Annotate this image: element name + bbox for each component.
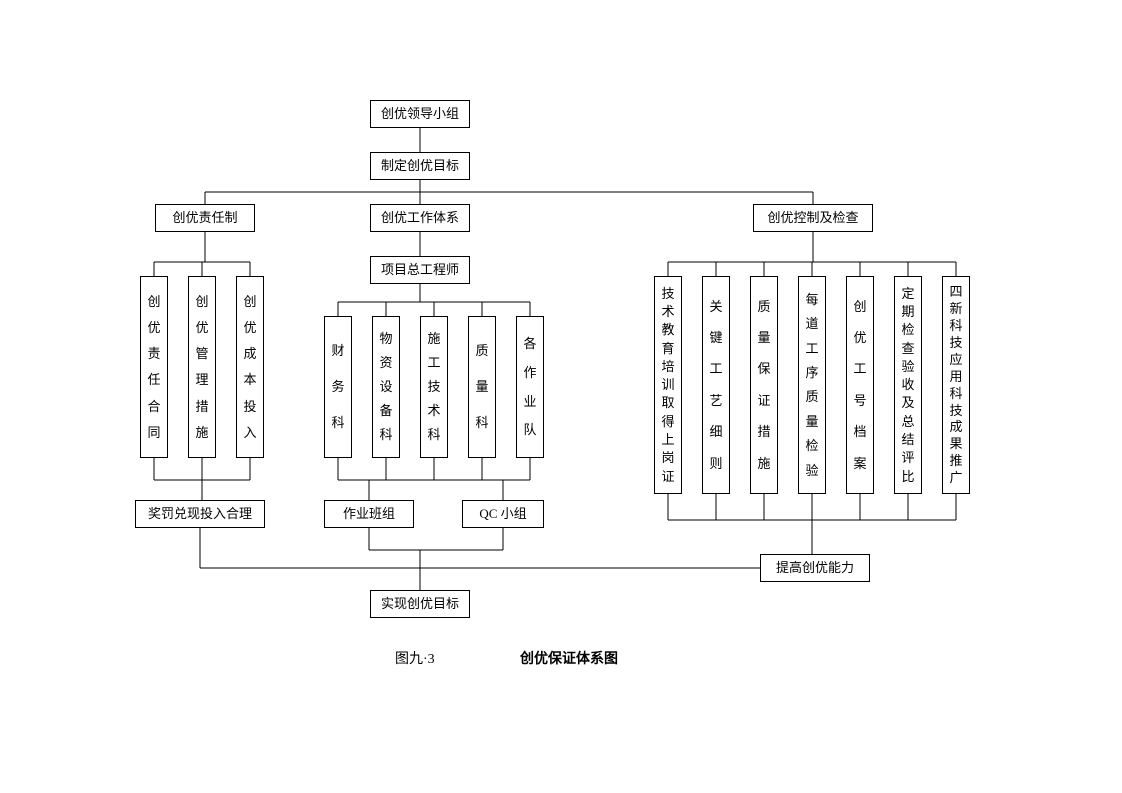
vnode-quality-assurance: 质量保证措施 <box>750 276 778 494</box>
figure-number: 图九·3 <box>395 648 435 668</box>
vnode-quality-dept: 质量科 <box>468 316 496 458</box>
vnode-construction-tech-dept: 施工技术科 <box>420 316 448 458</box>
node-qc-group: QC 小组 <box>462 500 544 528</box>
node-work-system: 创优工作体系 <box>370 204 470 232</box>
vnode-cost-input: 创优成本投入 <box>236 276 264 458</box>
vnode-contract: 创优责任合同 <box>140 276 168 458</box>
vnode-training-cert: 技术教育培训取得上岗证 <box>654 276 682 494</box>
vnode-management-measures: 创优管理措施 <box>188 276 216 458</box>
node-reward-punishment: 奖罚兑现投入合理 <box>135 500 265 528</box>
vnode-work-teams: 各作业队 <box>516 316 544 458</box>
node-improve-capability: 提高创优能力 <box>760 554 870 582</box>
vnode-periodic-review: 定期检查验收及总结评比 <box>894 276 922 494</box>
vnode-process-quality-inspection: 每道工序质量检验 <box>798 276 826 494</box>
node-set-goals: 制定创优目标 <box>370 152 470 180</box>
vnode-materials-dept: 物资设备科 <box>372 316 400 458</box>
node-control-inspection: 创优控制及检查 <box>753 204 873 232</box>
figure-title: 创优保证体系图 <box>520 648 618 668</box>
vnode-key-process-rules: 关键工艺细则 <box>702 276 730 494</box>
node-responsibility-system: 创优责任制 <box>155 204 255 232</box>
vnode-finance-dept: 财务科 <box>324 316 352 458</box>
vnode-project-archives: 创优工号档案 <box>846 276 874 494</box>
vnode-new-tech-promotion: 四新科技应用科技成果推广 <box>942 276 970 494</box>
node-leadership-group: 创优领导小组 <box>370 100 470 128</box>
node-achieve-goal: 实现创优目标 <box>370 590 470 618</box>
node-work-team: 作业班组 <box>324 500 414 528</box>
node-chief-engineer: 项目总工程师 <box>370 256 470 284</box>
